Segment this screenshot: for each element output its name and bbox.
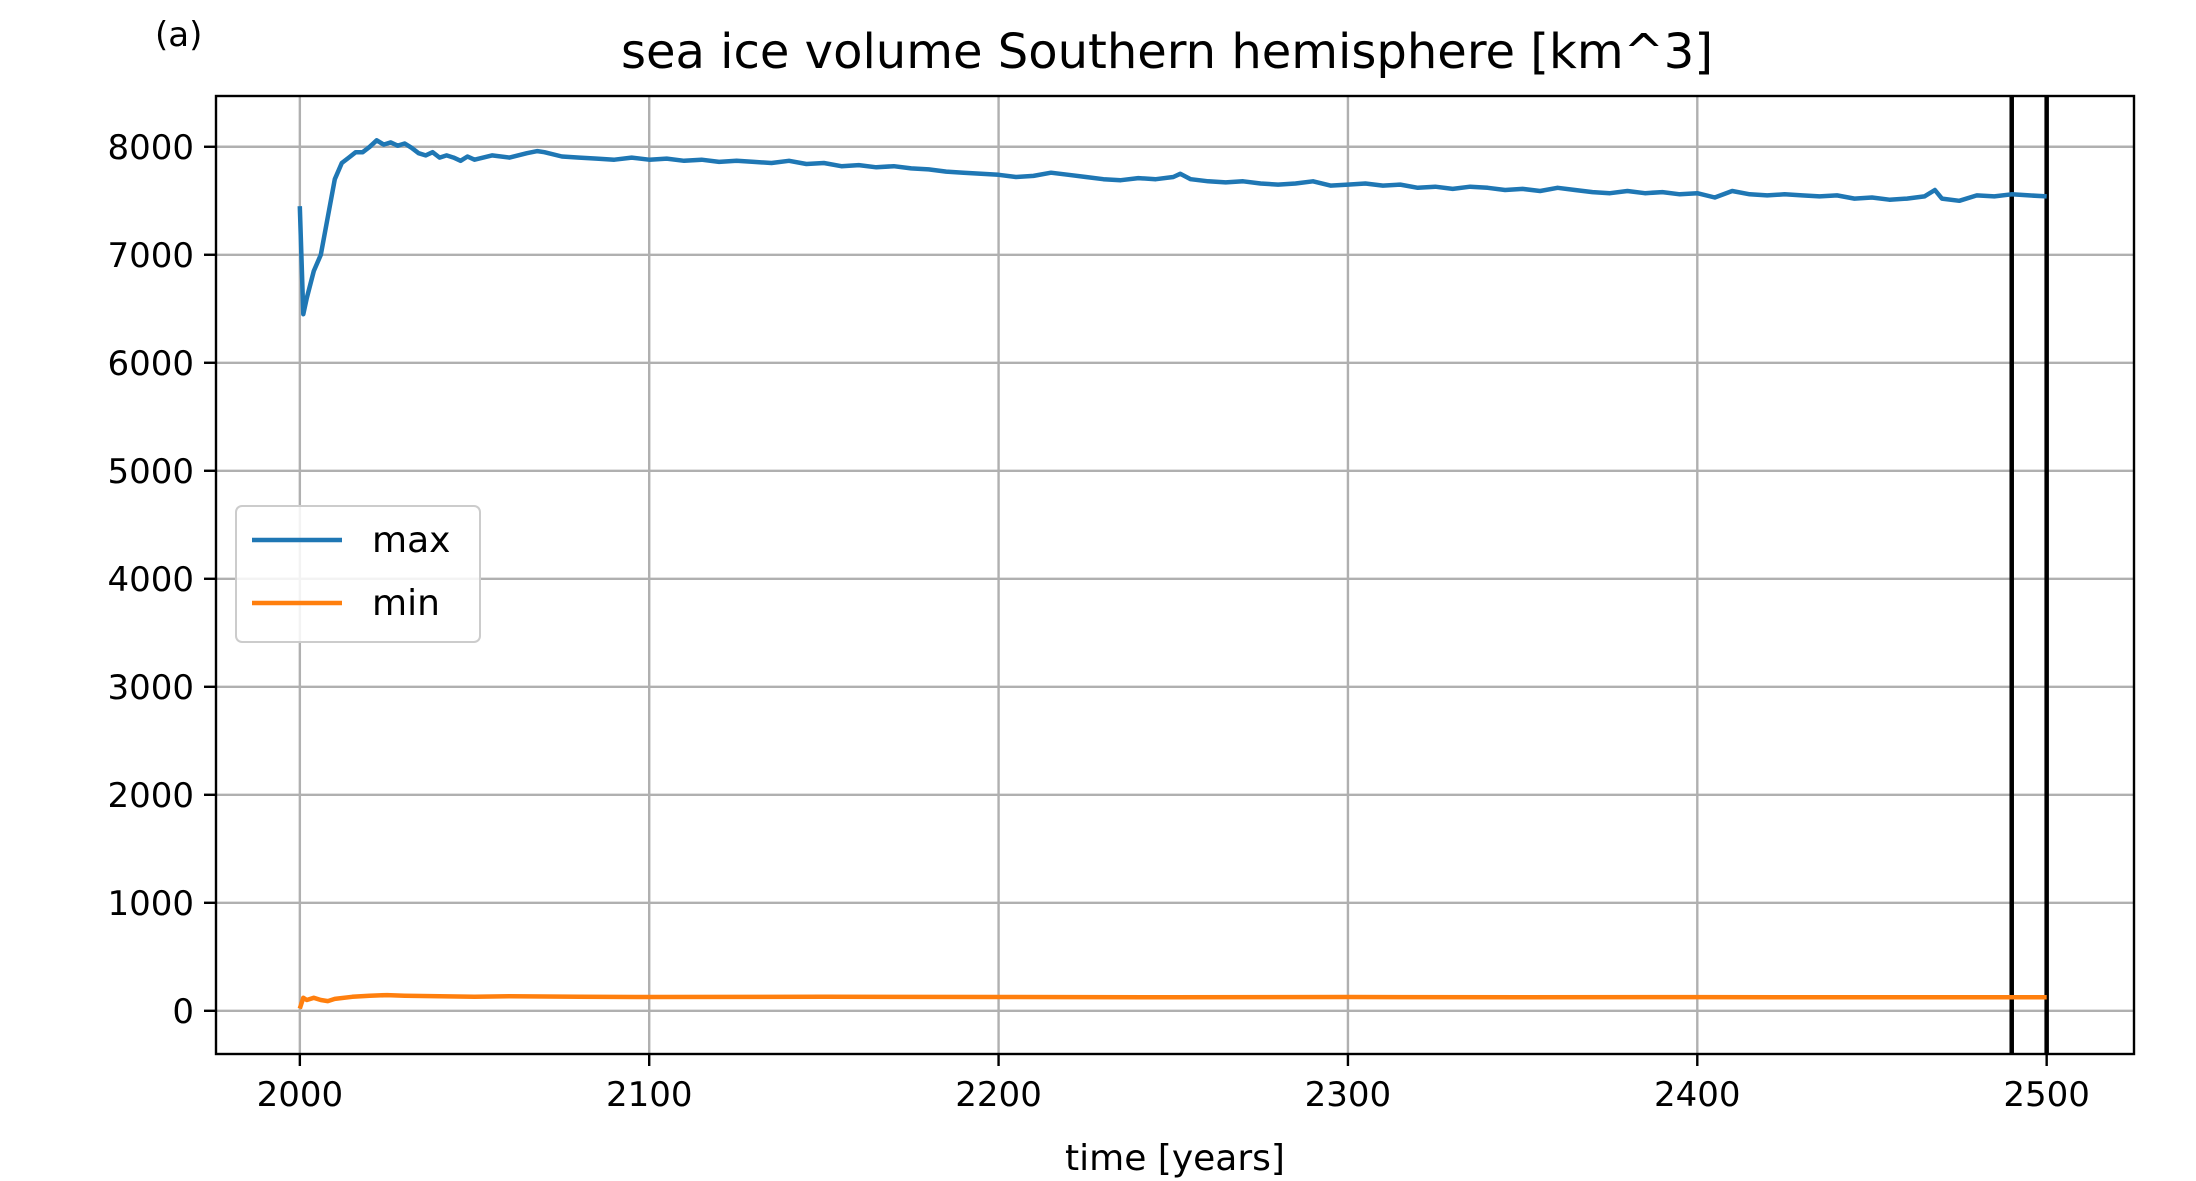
x-tick-label: 2200 xyxy=(955,1075,1042,1115)
y-tick-label: 8000 xyxy=(107,128,194,168)
chart-title: sea ice volume Southern hemisphere [km^3… xyxy=(621,24,1713,80)
x-axis-label: time [years] xyxy=(1065,1138,1285,1179)
legend: max min xyxy=(235,505,481,643)
y-tick-label: 1000 xyxy=(107,884,194,924)
legend-label-max: max xyxy=(372,520,450,561)
x-tick-label: 2000 xyxy=(257,1075,344,1115)
series-line-max xyxy=(297,138,2047,317)
vertical-marker-lines xyxy=(2009,96,2049,1054)
legend-label-min: min xyxy=(372,583,440,624)
x-tick-label: 2400 xyxy=(1654,1075,1741,1115)
data-series xyxy=(297,138,2047,1010)
y-axis-ticks: 0 1000 2000 3000 4000 5000 6000 7000 8000 xyxy=(107,128,216,1032)
y-tick-label: 4000 xyxy=(107,560,194,600)
y-tick-label: 2000 xyxy=(107,776,194,816)
y-tick-label: 6000 xyxy=(107,344,194,384)
panel-label: (a) xyxy=(155,15,202,55)
x-axis-ticks: 2000 2100 2200 2300 2400 2500 xyxy=(257,1054,2090,1115)
series-line-min xyxy=(297,992,2047,1010)
y-tick-label: 3000 xyxy=(107,668,194,708)
x-tick-label: 2100 xyxy=(606,1075,693,1115)
y-tick-label: 5000 xyxy=(107,452,194,492)
x-tick-label: 2500 xyxy=(2003,1075,2090,1115)
y-tick-label: 0 xyxy=(172,992,194,1032)
y-tick-label: 7000 xyxy=(107,236,194,276)
grid-lines xyxy=(216,96,2134,1054)
plot-frame xyxy=(214,94,2136,1056)
x-tick-label: 2300 xyxy=(1305,1075,1392,1115)
